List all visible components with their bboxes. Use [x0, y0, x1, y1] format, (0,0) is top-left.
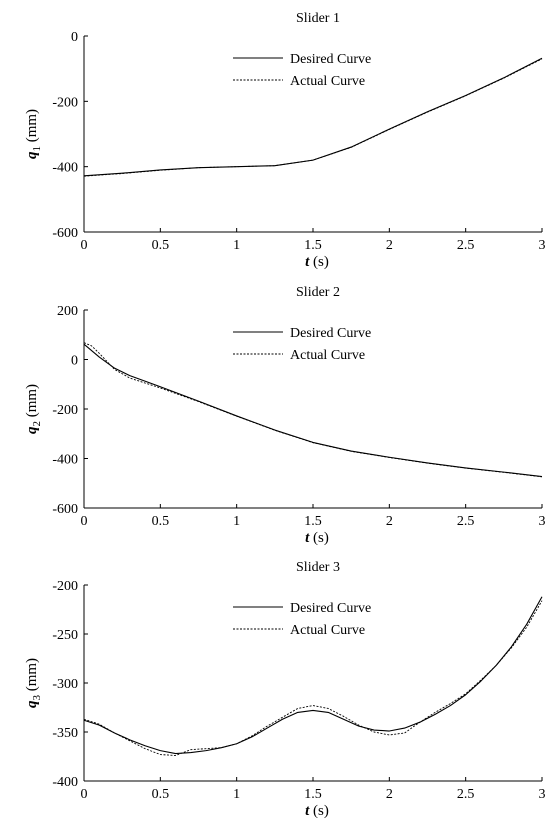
x-tick-label: 0.5 — [152, 238, 170, 253]
y-tick-label: -200 — [52, 95, 78, 110]
series-line-actual — [83, 58, 543, 177]
x-tick-label: 3 — [539, 238, 546, 253]
y-tick-label: -200 — [52, 403, 78, 418]
legend-label: Desired Curve — [290, 601, 371, 616]
chart-title: Slider 1 — [296, 11, 340, 26]
legend-label: Actual Curve — [290, 74, 365, 89]
legend-label: Actual Curve — [290, 623, 365, 638]
chart-title: Slider 3 — [296, 560, 340, 575]
x-axis-label: t (s) — [305, 530, 329, 546]
x-tick-label: 0 — [81, 238, 88, 253]
y-tick-label: 0 — [71, 354, 78, 369]
series-line-actual — [83, 600, 543, 756]
y-axis-label: q1 (mm) — [24, 109, 43, 159]
y-tick-label: -600 — [52, 502, 78, 517]
x-tick-label: 3 — [539, 514, 546, 529]
chart-3: Slider 3 0 0.5 1 1.5 2 2.5 3 -400 -350 -300 -250 -20… — [24, 560, 546, 819]
chart-1: Slider 1 0 0.5 1 1.5 2 2.5 3 -600 -400 -200 0 t (s) q… — [24, 11, 546, 270]
x-axis-label: t (s) — [305, 803, 329, 819]
legend-label: Actual Curve — [290, 348, 365, 363]
series-line-desired — [83, 596, 543, 755]
chart-title: Slider 2 — [296, 285, 340, 300]
x-axis-label: t (s) — [305, 254, 329, 270]
y-tick-label: -250 — [52, 628, 78, 643]
legend-label: Desired Curve — [290, 326, 371, 341]
legend-label: Desired Curve — [290, 52, 371, 67]
x-tick-label: 1 — [233, 514, 240, 529]
y-tick-label: -400 — [52, 453, 78, 468]
x-tick-label: 0.5 — [152, 787, 170, 802]
x-tick-label: 2.5 — [457, 514, 475, 529]
y-tick-label: -350 — [52, 726, 78, 741]
x-tick-label: 0 — [81, 514, 88, 529]
chart-2: Slider 2 0 0.5 1 1.5 2 2.5 3 -600 -400 -200 0 200 t (… — [24, 285, 546, 546]
y-tick-label: -200 — [52, 579, 78, 594]
x-tick-label: 2.5 — [457, 787, 475, 802]
series-line-actual — [83, 342, 543, 478]
x-tick-label: 1.5 — [304, 514, 322, 529]
x-tick-label: 1.5 — [304, 238, 322, 253]
x-tick-label: 1 — [233, 238, 240, 253]
y-tick-label: 0 — [71, 30, 78, 45]
x-tick-label: 2 — [386, 514, 393, 529]
y-tick-label: 200 — [57, 304, 78, 319]
x-tick-label: 3 — [539, 787, 546, 802]
x-tick-label: 0.5 — [152, 514, 170, 529]
x-tick-label: 2 — [386, 238, 393, 253]
y-tick-label: -400 — [52, 161, 78, 176]
y-tick-label: -400 — [52, 775, 78, 790]
y-axis-label: q2 (mm) — [24, 384, 43, 434]
x-tick-label: 1.5 — [304, 787, 322, 802]
x-tick-label: 2 — [386, 787, 393, 802]
series-line-desired — [83, 343, 543, 478]
y-tick-label: -600 — [52, 226, 78, 241]
x-tick-label: 2.5 — [457, 238, 475, 253]
x-tick-label: 1 — [233, 787, 240, 802]
x-tick-label: 0 — [81, 787, 88, 802]
y-axis-label: q3 (mm) — [24, 658, 43, 708]
y-tick-label: -300 — [52, 677, 78, 692]
